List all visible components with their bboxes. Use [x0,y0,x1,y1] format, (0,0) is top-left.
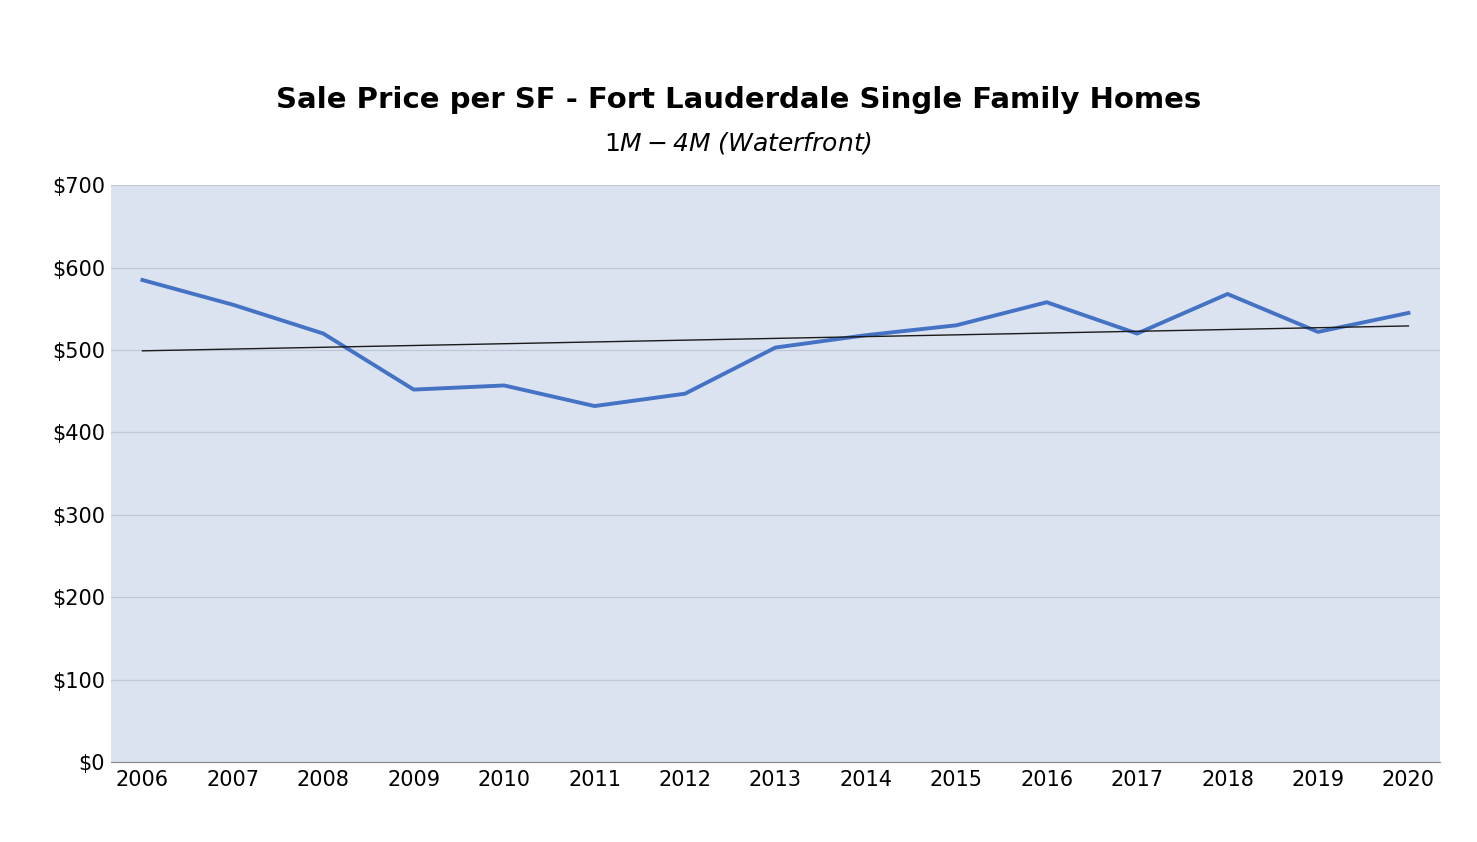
Text: Sale Price per SF - Fort Lauderdale Single Family Homes: Sale Price per SF - Fort Lauderdale Sing… [276,86,1201,114]
Text: $1M - $4M (Waterfront): $1M - $4M (Waterfront) [604,130,873,156]
